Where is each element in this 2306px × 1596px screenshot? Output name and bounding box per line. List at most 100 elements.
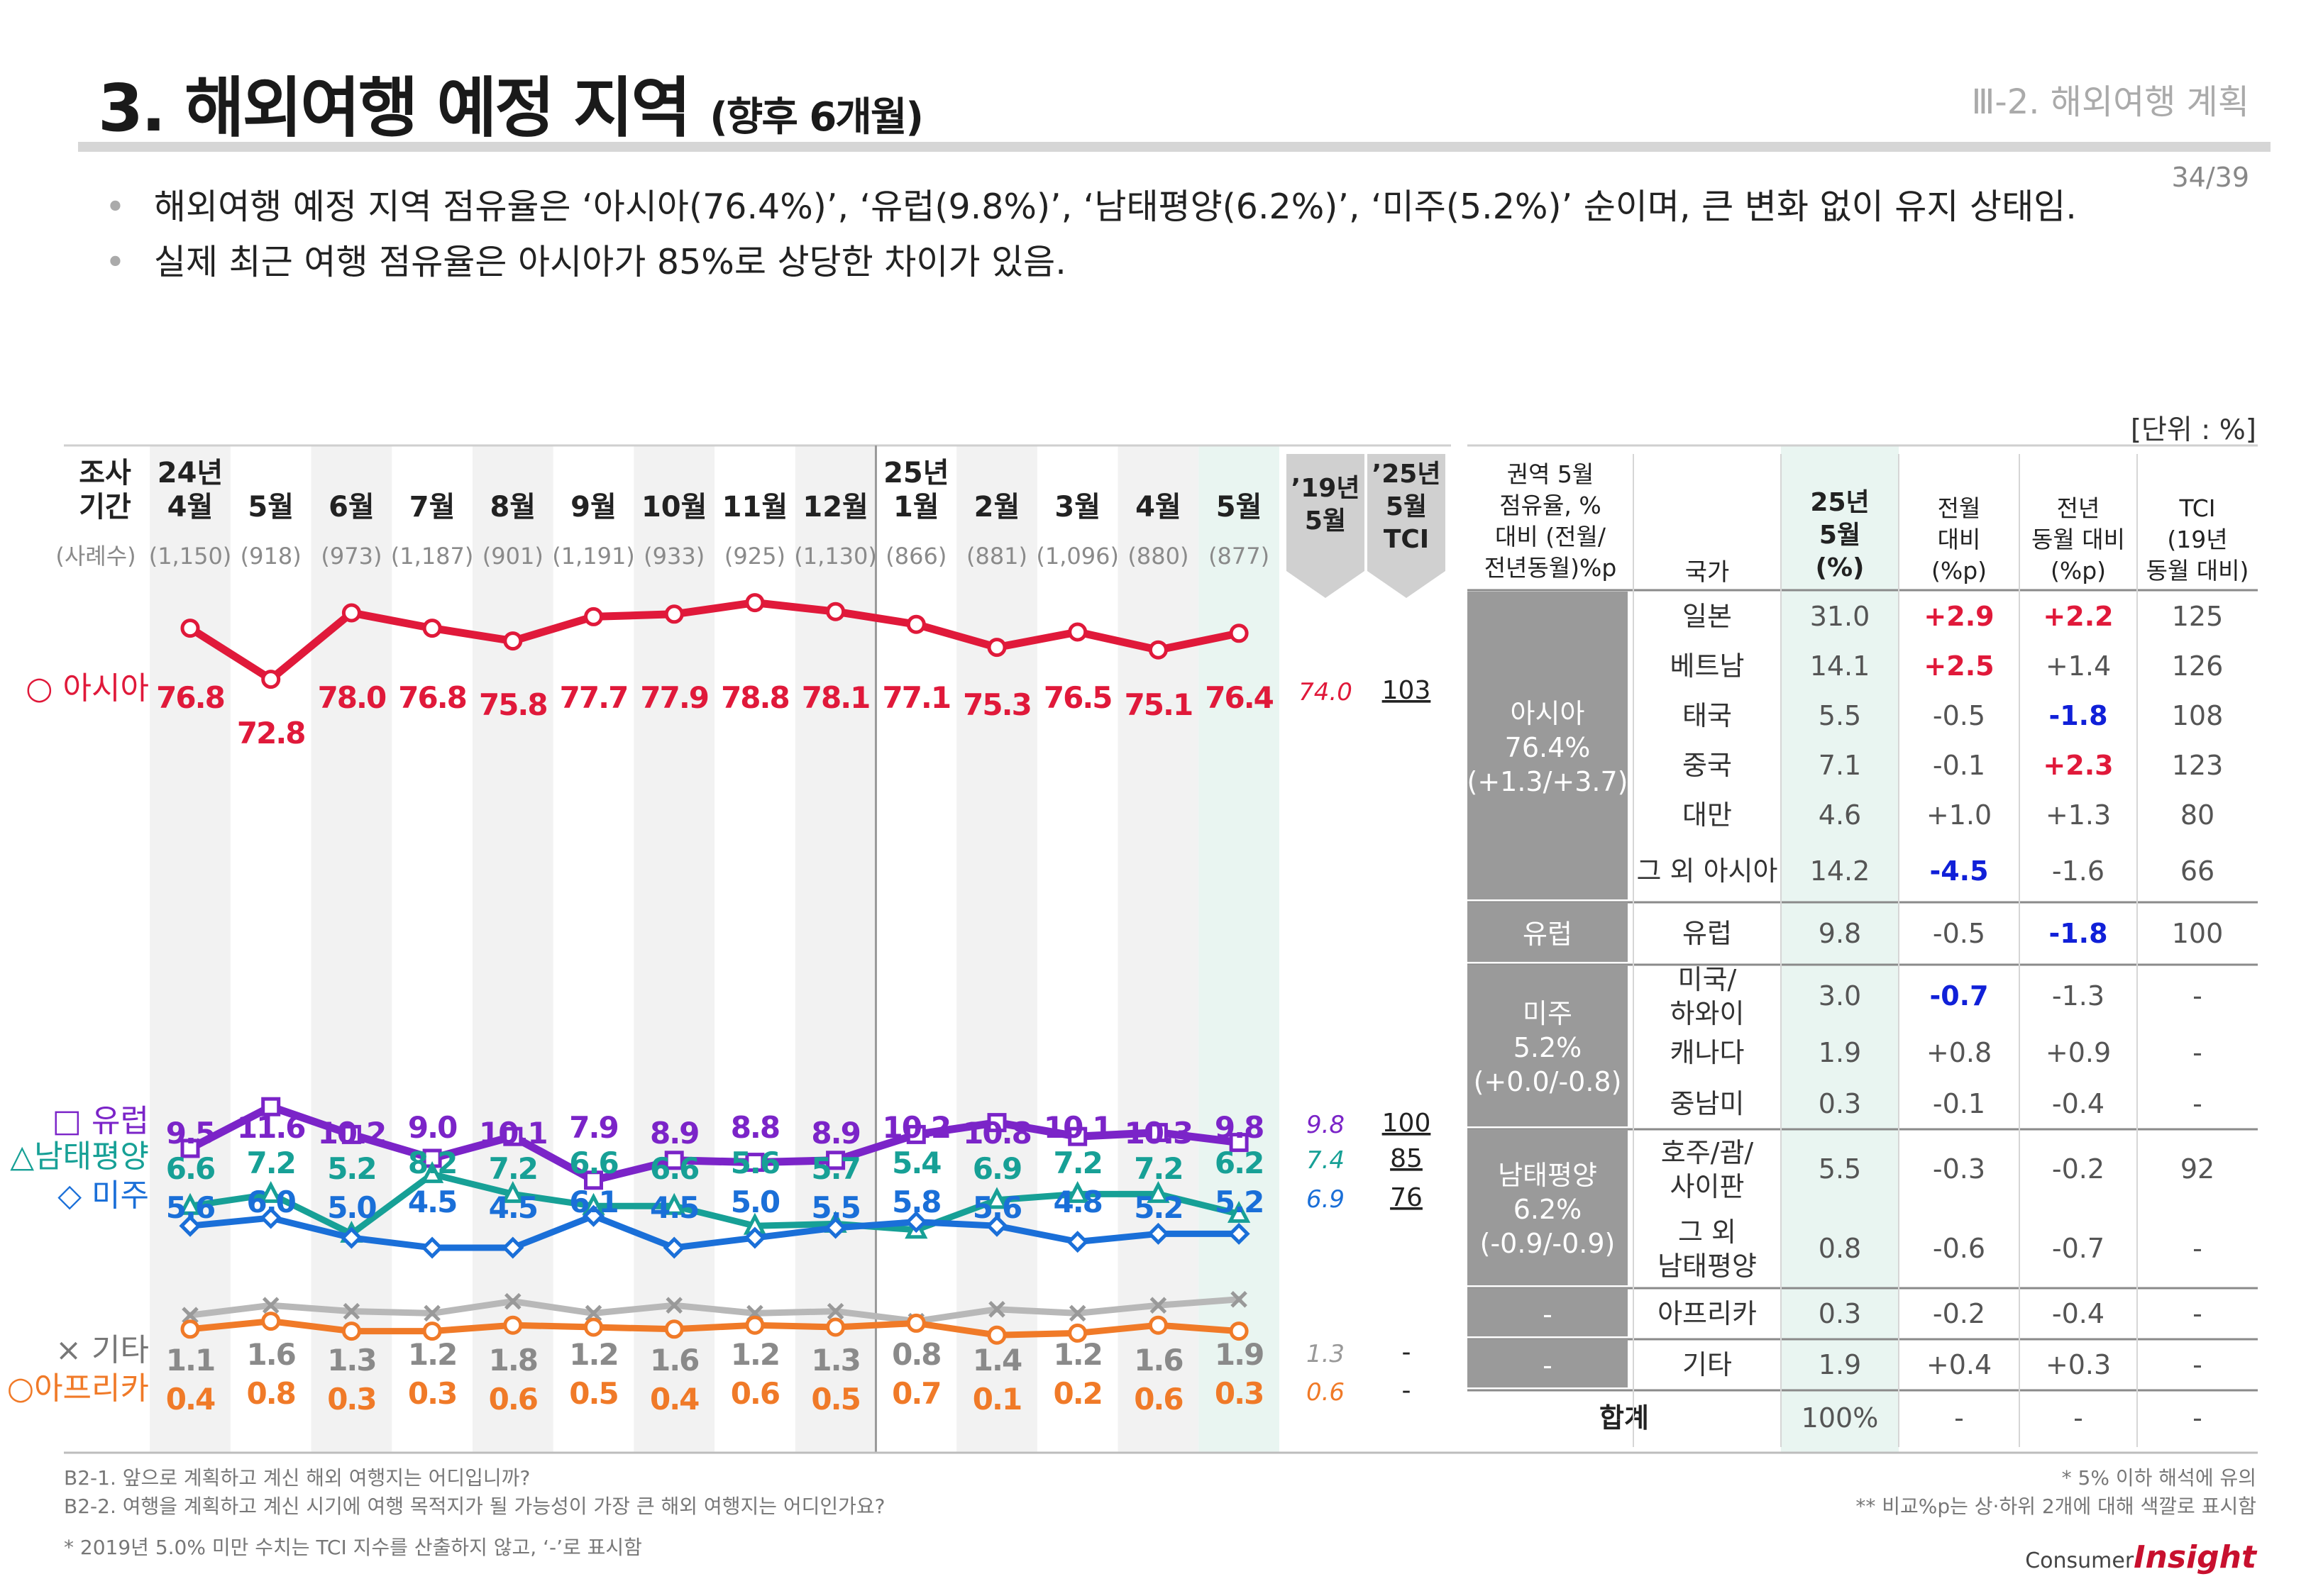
period-month: 5월: [1216, 491, 1262, 523]
legend-아프리카: ○아프리카: [7, 1370, 149, 1407]
region-cell: [1467, 1129, 1628, 1285]
marker-남태평양: [1066, 1180, 1089, 1203]
marker-아시아: [261, 670, 281, 689]
marker-아프리카: [341, 1321, 361, 1341]
tci-cell: 66: [2180, 855, 2214, 887]
tci-header-shape: [1367, 454, 1445, 598]
value-label-아프리카: 0.4: [650, 1382, 699, 1417]
marker-미주: [260, 1207, 282, 1229]
period-n: (1,096): [1036, 543, 1119, 570]
value-label-아프리카: 0.3: [1215, 1376, 1263, 1411]
page-number: 34/39: [2171, 162, 2249, 193]
marker-미주: [1066, 1231, 1089, 1253]
period-year: 25년: [883, 457, 949, 489]
value-label-아프리카: 0.3: [327, 1382, 375, 1417]
value-label-아프리카: 0.5: [811, 1382, 859, 1417]
value-label-유럽: 7.9: [569, 1110, 617, 1145]
value-label-아시아: 78.8: [721, 680, 789, 715]
marker-유럽: [664, 1151, 684, 1170]
footnote-q2: B2-2. 여행을 계획하고 계신 시기에 여행 목적지가 될 가능성이 가장 …: [64, 1495, 886, 1518]
value-label-유럽: 9.0: [408, 1110, 457, 1145]
share-value: 3.0: [1819, 980, 1861, 1012]
region-cell: [1467, 902, 1628, 962]
series-line-미주: [187, 1212, 1242, 1251]
column-stripe: [311, 445, 392, 1453]
country-name: 아프리카: [1657, 1298, 1757, 1329]
marker-기타: [182, 1307, 199, 1324]
footnote-color: ** 비교%p는 상·하위 2개에 대해 색깔로 표시함: [1855, 1495, 2256, 1518]
marker-유럽: [1229, 1133, 1249, 1153]
yoy-value: -0.4: [2052, 1088, 2104, 1119]
value-label-남태평양: 6.6: [166, 1151, 214, 1186]
mom-value: +1.0: [1926, 799, 1992, 831]
mom-value: +2.9: [1924, 601, 1994, 632]
share-value: 1.9: [1819, 1037, 1861, 1068]
value-label-아시아: 76.4: [1205, 680, 1273, 715]
series-line-기타: [187, 1296, 1242, 1325]
period-n: (1,191): [552, 543, 635, 570]
marker-아프리카: [1068, 1323, 1088, 1343]
marker-기타: [1230, 1291, 1247, 1308]
value-label-아시아: 76.8: [398, 680, 466, 715]
yoy-value: -1.6: [2052, 855, 2104, 887]
period-n: (881): [966, 543, 1027, 570]
marker-아시아: [745, 593, 765, 613]
legend-남태평양: △남태평양: [10, 1138, 149, 1175]
tci-cell: -: [2192, 1037, 2202, 1068]
series-line-아프리카: [187, 1318, 1242, 1339]
marker-아프리카: [584, 1317, 603, 1337]
yoy-value: -1.8: [2048, 918, 2107, 949]
section-label: Ⅲ-2. 해외여행 계획: [1971, 82, 2249, 122]
mom-value: -0.1: [1933, 750, 1985, 781]
share-value: 0.8: [1819, 1233, 1861, 1264]
region-label: -: [1543, 1350, 1552, 1381]
column-stripe: [634, 445, 715, 1453]
value-label-유럽: 10.8: [963, 1116, 1031, 1151]
region-cell: [1467, 1288, 1628, 1336]
table-header-yoy: 전년 동월 대비 (%p): [2031, 494, 2125, 584]
share-value: 5.5: [1819, 700, 1861, 731]
value-label-미주: 4.8: [1053, 1185, 1101, 1219]
logo: ConsumerInsight: [2025, 1539, 2256, 1575]
marker-아프리카: [1148, 1315, 1168, 1335]
yoy-value: +0.9: [2046, 1037, 2111, 1068]
marker-기타: [988, 1301, 1005, 1318]
value-label-아프리카: 0.4: [166, 1382, 215, 1417]
tci-header: ’25년 5월 TCI: [1372, 460, 1441, 554]
marker-미주: [824, 1217, 847, 1239]
tci-cell: -: [2192, 1298, 2202, 1329]
yoy-value: -0.4: [2052, 1298, 2104, 1329]
value-label-미주: 4.5: [489, 1190, 537, 1225]
value-label-기타: 1.9: [1215, 1337, 1263, 1372]
value-label-기타: 1.3: [327, 1343, 375, 1378]
legend-유럽: □ 유럽: [52, 1103, 149, 1139]
marker-아시아: [341, 603, 361, 623]
marker-유럽: [906, 1124, 926, 1144]
marker-아프리카: [664, 1319, 684, 1339]
marker-아프리카: [745, 1315, 765, 1335]
value-label-미주: 6.1: [569, 1185, 617, 1219]
marker-유럽: [584, 1170, 603, 1190]
value-label-유럽: 9.8: [1215, 1110, 1263, 1145]
period-month: 11월: [722, 491, 788, 523]
total-yoy: -: [2073, 1402, 2083, 1434]
marker-아시아: [1229, 624, 1249, 643]
mom-value: +2.5: [1924, 650, 1994, 682]
value-label-미주: 5.6: [166, 1190, 214, 1225]
marker-아프리카: [987, 1325, 1007, 1345]
region-label: -: [1543, 1299, 1552, 1330]
value-label-남태평양: 7.2: [1134, 1151, 1182, 1186]
mom-value: +0.4: [1926, 1349, 1992, 1380]
country-name: 유럽: [1682, 918, 1732, 949]
period-month: 12월: [802, 491, 868, 523]
yoy-value: -0.7: [2052, 1233, 2104, 1264]
share-value: 14.2: [1810, 855, 1870, 887]
mom-value: -0.5: [1933, 700, 1985, 731]
marker-기타: [1149, 1297, 1167, 1314]
marker-아시아: [987, 638, 1007, 658]
country-name: 기타: [1682, 1349, 1732, 1380]
value-label-남태평양: 6.2: [1215, 1146, 1263, 1180]
mom-value: -0.7: [1929, 980, 1988, 1012]
series-line-아시아: [186, 599, 1243, 684]
